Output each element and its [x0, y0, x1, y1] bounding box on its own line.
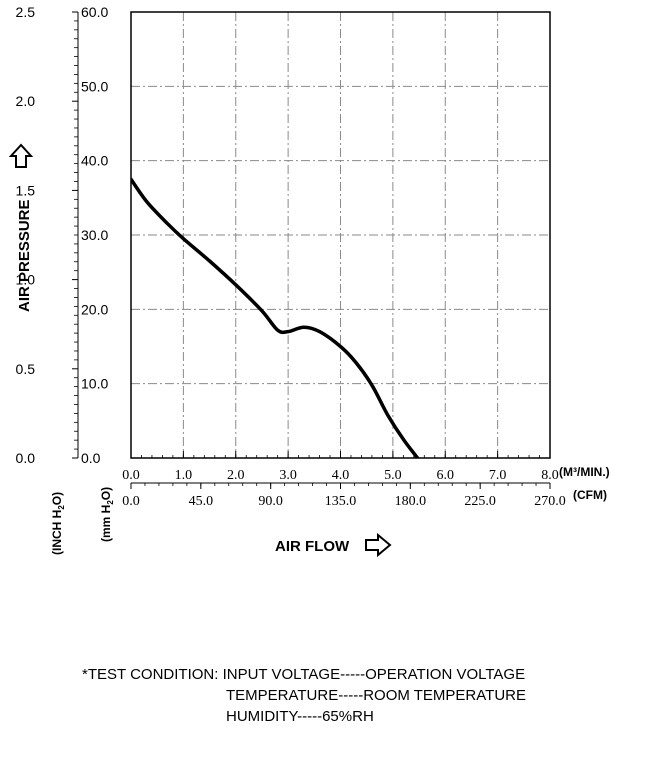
x-tick-label-cfm: 180.0 [395, 494, 427, 509]
x-tick-label-m3min: 5.0 [384, 468, 402, 483]
y-tick-label-inch: 0.5 [16, 361, 36, 377]
x-tick-label-cfm: 45.0 [189, 494, 214, 509]
y-unit-mm-a: (mm H [99, 505, 113, 542]
x-tick-label-cfm: 90.0 [258, 494, 283, 509]
x-unit-bottom: (CFM) [573, 488, 607, 502]
x-tick-label-cfm: 270.0 [534, 494, 566, 509]
y-tick-label-inch: 2.0 [16, 93, 36, 109]
tick-marks [72, 11, 551, 489]
y-tick-label-mm: 30.0 [81, 227, 108, 243]
y-tick-label-mm: 0.0 [81, 450, 101, 466]
y-unit-inch-a: (INCH H [50, 510, 64, 555]
x-tick-label-m3min: 1.0 [175, 468, 193, 483]
test-condition-line2: TEMPERATURE-----ROOM TEMPERATURE [226, 687, 526, 704]
y-tick-label-mm: 60.0 [81, 4, 108, 20]
x-axis-title: AIR FLOW [275, 538, 350, 555]
x-tick-label-m3min: 2.0 [227, 468, 245, 483]
x-tick-label-m3min: 0.0 [122, 468, 140, 483]
y-tick-label-inch: 0.0 [16, 450, 36, 466]
y-unit-inch-b: O) [50, 492, 64, 505]
y-unit-mm: (mm H2O) [99, 487, 115, 542]
y-unit-mm-b: O) [99, 487, 113, 500]
y-tick-label-inch: 1.5 [16, 182, 36, 198]
x-tick-label-m3min: 4.0 [332, 468, 350, 483]
y-tick-label-mm: 10.0 [81, 376, 108, 392]
y-tick-label-mm: 20.0 [81, 301, 108, 317]
test-condition-line3: HUMIDITY-----65%RH [226, 708, 374, 725]
test-condition-line1: *TEST CONDITION: INPUT VOLTAGE-----OPERA… [82, 666, 526, 683]
tick-labels: 0.0 1.0 2.0 3.0 4.0 5.0 6.0 7.0 8.0 0.0 45.0 90.0 13… [16, 4, 566, 509]
grid-lines [131, 12, 550, 458]
y-axis-title: AIR PRESSURE [16, 199, 33, 312]
x-tick-label-m3min: 7.0 [489, 468, 507, 483]
x-tick-label-m3min: 6.0 [437, 468, 455, 483]
x-tick-label-cfm: 135.0 [325, 494, 357, 509]
right-arrow-icon [365, 532, 392, 558]
svg-text:(mm H2O): (mm H2O) [99, 487, 115, 542]
y-unit-mm-sub: 2 [106, 500, 115, 505]
x-tick-label-cfm: 0.0 [122, 494, 140, 509]
svg-text:(INCH H2O): (INCH H2O) [50, 492, 66, 555]
up-arrow-icon [8, 143, 34, 168]
y-unit-inch-sub: 2 [57, 505, 66, 510]
series-line [131, 177, 420, 458]
x-tick-label-cfm: 225.0 [464, 494, 496, 509]
y-tick-label-mm: 50.0 [81, 78, 108, 94]
x-tick-label-m3min: 3.0 [279, 468, 297, 483]
x-unit-top: (M³/MIN.) [559, 465, 610, 479]
y-tick-label-inch: 1.0 [16, 272, 36, 288]
x-tick-label-m3min: 8.0 [541, 468, 559, 483]
y-tick-label-inch: 2.5 [16, 4, 36, 20]
y-tick-label-mm: 40.0 [81, 153, 108, 169]
y-unit-inch: (INCH H2O) [50, 492, 66, 555]
